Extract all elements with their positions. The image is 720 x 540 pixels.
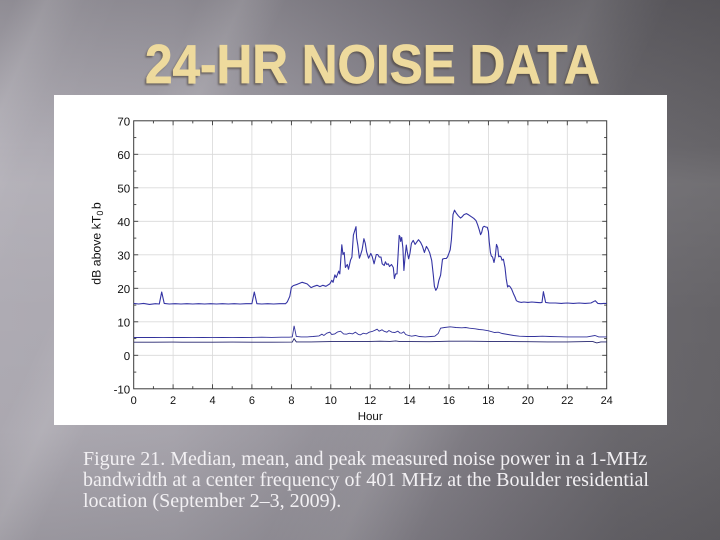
svg-text:0: 0	[131, 395, 137, 407]
svg-text:22: 22	[561, 395, 573, 407]
svg-text:60: 60	[117, 150, 130, 162]
svg-text:6: 6	[249, 395, 255, 407]
svg-text:18: 18	[482, 395, 494, 407]
svg-text:70: 70	[117, 117, 130, 129]
svg-text:50: 50	[117, 184, 130, 196]
svg-text:14: 14	[403, 395, 415, 407]
svg-text:12: 12	[364, 395, 376, 407]
svg-text:30: 30	[117, 251, 130, 263]
svg-text:10: 10	[325, 395, 337, 407]
svg-text:8: 8	[288, 395, 294, 407]
svg-text:-10: -10	[114, 385, 131, 397]
svg-text:20: 20	[117, 284, 130, 296]
svg-text:0: 0	[124, 351, 130, 363]
svg-text:2: 2	[170, 395, 176, 407]
svg-text:20: 20	[522, 395, 534, 407]
svg-text:Hour: Hour	[358, 411, 383, 423]
svg-text:4: 4	[209, 395, 215, 407]
svg-text:40: 40	[117, 217, 130, 229]
svg-text:16: 16	[443, 395, 455, 407]
svg-text:dB above kT0b: dB above kT0b	[90, 202, 106, 285]
svg-text:10: 10	[117, 318, 130, 330]
svg-text:24: 24	[601, 395, 613, 407]
